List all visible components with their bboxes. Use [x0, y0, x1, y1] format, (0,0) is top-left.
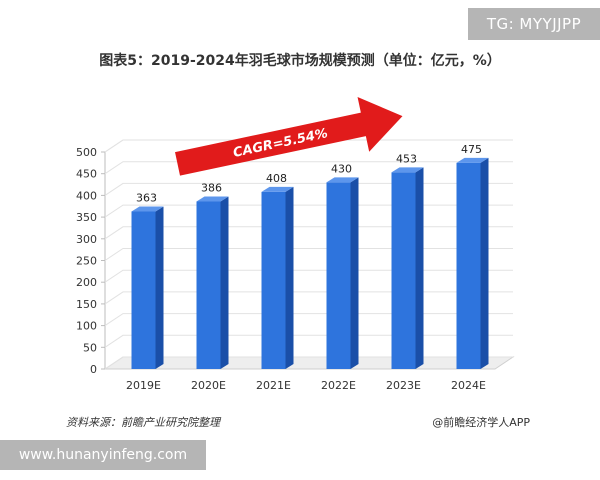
source-note: 资料来源：前瞻产业研究院整理 — [66, 416, 220, 429]
gridline — [104, 248, 513, 261]
y-tick-label: 150 — [76, 298, 97, 311]
data-label: 408 — [266, 172, 287, 185]
y-tick-label: 100 — [76, 320, 97, 333]
bar-top — [456, 157, 489, 163]
x-tick-label: 2024E — [451, 379, 486, 392]
bar-top — [196, 196, 229, 202]
y-tick-label: 50 — [83, 341, 97, 354]
x-tick-label: 2023E — [386, 379, 421, 392]
bar-side — [155, 206, 164, 369]
y-tick-label: 250 — [76, 255, 97, 268]
y-tick-label: 450 — [76, 168, 97, 181]
bar-side — [480, 157, 489, 369]
bar — [326, 182, 351, 369]
gridline — [104, 139, 513, 153]
credit-note: @前瞻经济学人APP — [432, 416, 530, 429]
chart-floor — [103, 356, 515, 370]
bar-side — [220, 196, 229, 369]
bar-top — [326, 177, 359, 183]
gridline — [104, 291, 513, 305]
bar-top — [261, 186, 294, 192]
x-tick-label: 2020E — [191, 379, 226, 392]
gridline — [104, 182, 513, 196]
x-tick-label: 2022E — [321, 379, 356, 392]
gridline — [104, 161, 513, 175]
data-label: 386 — [201, 181, 222, 194]
data-label: 363 — [136, 191, 157, 204]
y-tick-label: 0 — [90, 363, 97, 376]
gridline — [104, 356, 513, 370]
chart-title: 图表5：2019-2024年羽毛球市场规模预测（单位：亿元，%） — [99, 53, 501, 69]
bar — [261, 191, 286, 369]
gridline — [104, 334, 513, 348]
y-tick-label: 400 — [76, 189, 97, 202]
bar-side — [415, 167, 424, 369]
x-tick-label: 2021E — [256, 379, 291, 392]
bar — [456, 162, 481, 369]
arrow-shape — [175, 97, 403, 176]
gridline — [104, 226, 513, 240]
watermark-tg: TG: MYYJJPP — [468, 8, 600, 40]
bar-top — [131, 206, 164, 212]
data-label: 430 — [331, 162, 352, 175]
gridline — [104, 313, 513, 327]
bar-side — [350, 177, 359, 369]
data-label: 453 — [396, 152, 417, 165]
bar-top — [391, 167, 424, 173]
x-tick-label: 2019E — [126, 379, 161, 392]
watermark-url: www.hunanyinfeng.com — [0, 440, 206, 470]
y-tick-label: 500 — [76, 146, 97, 159]
bar — [196, 201, 221, 369]
bar — [391, 172, 416, 369]
y-tick-label: 300 — [76, 233, 97, 246]
y-tick-label: 200 — [76, 276, 97, 289]
gridline — [104, 204, 513, 218]
bar — [131, 211, 156, 369]
bar-side — [285, 186, 294, 369]
gridline — [104, 269, 513, 283]
y-tick-label: 350 — [76, 211, 97, 224]
data-label: 475 — [461, 143, 482, 156]
